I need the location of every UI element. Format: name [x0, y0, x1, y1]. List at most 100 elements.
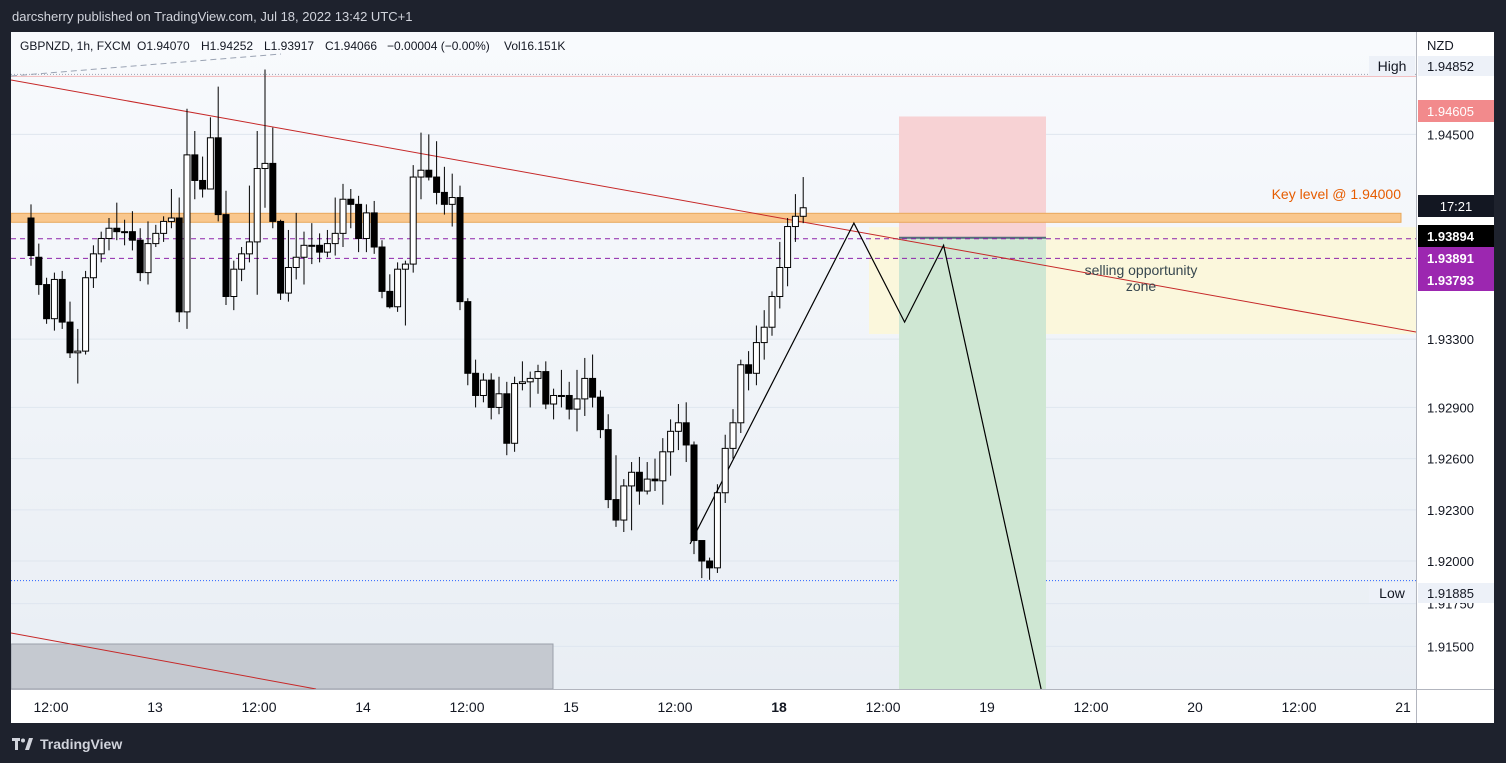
- candle-body: [604, 429, 612, 501]
- candle-body: [643, 478, 651, 492]
- candle-body: [487, 379, 495, 408]
- candle-body: [589, 377, 597, 398]
- candle-body: [292, 256, 300, 268]
- candle-body: [323, 243, 331, 253]
- candle-body: [409, 176, 417, 265]
- candle-body: [191, 154, 199, 181]
- candle-body: [565, 394, 573, 410]
- candle-body: [74, 350, 82, 354]
- candle-body: [745, 364, 753, 374]
- time-tick-label: 12:00: [1281, 699, 1316, 715]
- projection-path: [689, 221, 1042, 690]
- candle-body: [651, 478, 659, 482]
- candle-body: [35, 256, 43, 286]
- upper-dashed-line: [11, 53, 282, 77]
- candle-body: [511, 383, 519, 444]
- sell-zone-label-line2: zone: [1126, 278, 1157, 294]
- candle-body: [300, 244, 308, 258]
- sell-zone-label-line1: selling opportunity: [1085, 262, 1198, 278]
- current-price: 1.93894: [1427, 229, 1475, 244]
- candle-body: [464, 301, 472, 374]
- candles-layer[interactable]: [27, 69, 807, 580]
- candle-body: [144, 243, 152, 274]
- level-b-tag: [1418, 269, 1494, 291]
- candle-body: [167, 217, 175, 222]
- price-tick-label: 1.92300: [1427, 503, 1474, 518]
- countdown-tag: [1418, 195, 1494, 217]
- candle-body: [760, 326, 768, 344]
- time-tick-label: 15: [563, 699, 579, 715]
- candle-body: [339, 198, 347, 234]
- candle-body: [113, 227, 121, 233]
- candle-body: [791, 215, 799, 228]
- candle-body: [550, 394, 558, 405]
- low-value: 1.91885: [1427, 586, 1474, 601]
- candle-body: [82, 277, 90, 352]
- candle-body: [635, 471, 643, 492]
- key-level-label: Key level @ 1.94000: [1272, 186, 1402, 202]
- candle-body: [355, 203, 363, 239]
- candle-body: [245, 241, 253, 255]
- candle-body: [729, 422, 737, 449]
- candle-body: [128, 231, 136, 241]
- candle-body: [417, 169, 425, 178]
- candle-body: [448, 197, 456, 205]
- time-tick-label: 21: [1395, 699, 1411, 715]
- time-tick-label: 13: [147, 699, 163, 715]
- key-level-band: [11, 212, 1402, 223]
- candle-body: [347, 198, 355, 205]
- candle-body: [269, 162, 277, 222]
- time-tick-label: 12:00: [33, 699, 68, 715]
- low-value-tag: [1418, 583, 1494, 603]
- stop-value: 1.94605: [1427, 104, 1474, 119]
- candle-body: [183, 154, 191, 313]
- candle-body: [378, 246, 386, 292]
- candle-body: [737, 364, 745, 424]
- candle-body: [27, 217, 35, 257]
- candle-body: [136, 239, 144, 274]
- candle-body: [776, 266, 784, 298]
- price-tick-label: 1.92900: [1427, 400, 1474, 415]
- price-tick-label: 1.93300: [1427, 332, 1474, 347]
- time-tick-label: 18: [771, 699, 787, 715]
- candle-body: [261, 162, 269, 170]
- high-value-tag: [1418, 56, 1494, 76]
- high-label-bg: [1369, 56, 1415, 76]
- chart-panel[interactable]: GBPNZD, 1h, FXCM O1.94070 H1.94252 L1.93…: [11, 32, 1494, 723]
- candle-body: [472, 372, 480, 396]
- countdown: 17:21: [1440, 199, 1473, 214]
- candlestick-chart[interactable]: GBPNZD, 1h, FXCM O1.94070 H1.94252 L1.93…: [11, 32, 1494, 723]
- candle-body: [620, 485, 628, 521]
- time-tick-label: 14: [355, 699, 371, 715]
- currency-label: NZD: [1427, 38, 1454, 53]
- time-tick-label: 20: [1187, 699, 1203, 715]
- candle-body: [659, 451, 667, 482]
- candle-body: [394, 268, 402, 308]
- time-tick-label: 12:00: [657, 699, 692, 715]
- descending-trendline: [11, 79, 1417, 333]
- candle-body: [534, 371, 542, 379]
- low-label-bg: [1369, 583, 1415, 603]
- grid-lines: [11, 73, 1416, 647]
- candle-body: [425, 169, 433, 178]
- publisher-line: darcsherry published on TradingView.com,…: [12, 9, 413, 24]
- candle-body: [706, 560, 714, 569]
- candle-body: [784, 226, 792, 268]
- candle-body: [581, 377, 589, 400]
- time-tick-label: 12:00: [449, 699, 484, 715]
- candle-body: [206, 137, 214, 190]
- candle-body: [401, 263, 409, 270]
- time-tick-label: 12:00: [241, 699, 276, 715]
- legend-change: −0.00004 (−0.00%): [387, 39, 490, 53]
- candle-body: [370, 212, 378, 248]
- candle-body: [721, 447, 729, 494]
- level-b-value: 1.93793: [1427, 273, 1474, 288]
- level-a-value: 1.93891: [1427, 251, 1474, 266]
- candle-body: [495, 393, 503, 408]
- candle-body: [160, 220, 168, 234]
- candle-body: [479, 379, 487, 396]
- candle-body: [238, 253, 246, 270]
- candle-body: [66, 321, 74, 354]
- candle-body: [308, 244, 316, 247]
- tradingview-logo[interactable]: TradingView: [12, 736, 122, 752]
